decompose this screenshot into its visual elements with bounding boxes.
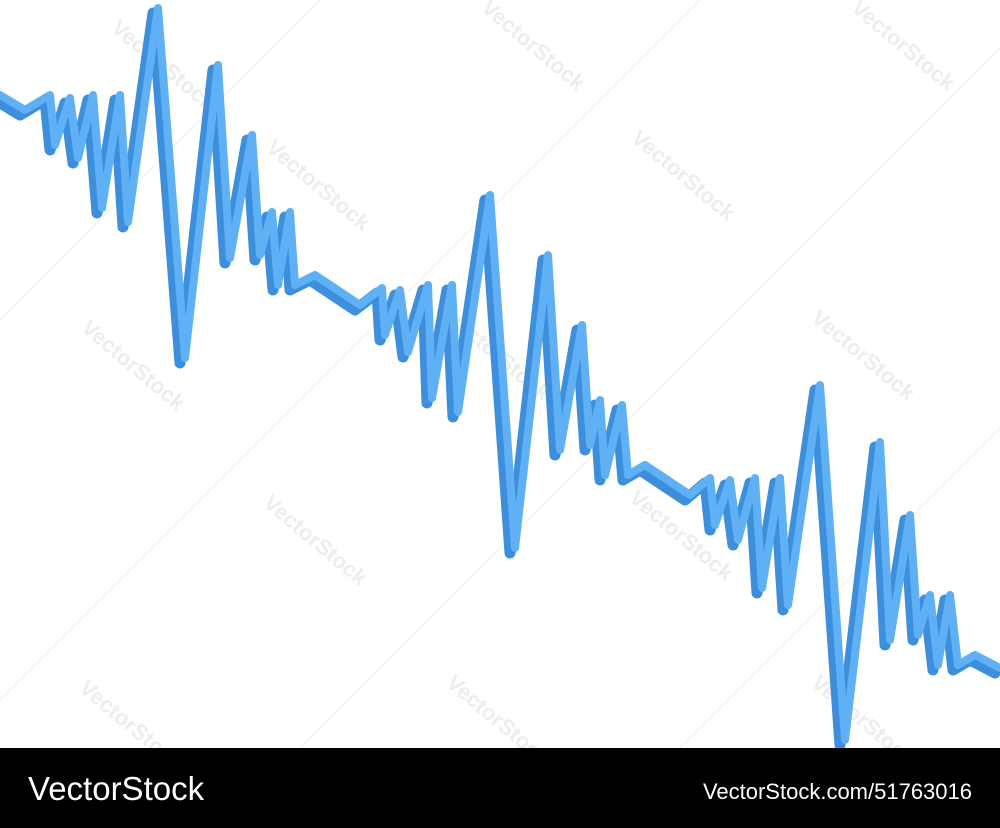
wave-top xyxy=(0,4,1000,744)
pulse-wave xyxy=(0,4,1000,751)
watermark-lines xyxy=(0,0,1000,749)
footer-image-id: VectorStock.com/51763016 xyxy=(703,779,972,804)
footer-brand: VectorStock xyxy=(28,770,205,807)
wave-side xyxy=(0,7,1000,751)
footer-bar xyxy=(0,748,1000,828)
